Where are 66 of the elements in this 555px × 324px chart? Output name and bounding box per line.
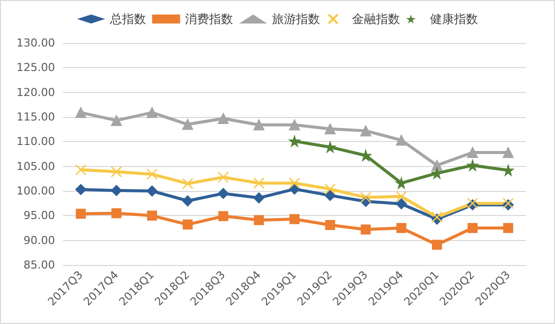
point (182, 118, 194, 130)
point (182, 178, 194, 190)
point (502, 164, 514, 176)
y-tick-label: 105.00 (16, 160, 55, 173)
point (360, 192, 372, 204)
point (182, 195, 194, 206)
point (467, 160, 478, 171)
y-tick-label: 100.00 (16, 184, 55, 198)
point (431, 168, 442, 179)
point (110, 114, 122, 126)
point (503, 223, 514, 233)
point (431, 160, 442, 171)
point (288, 177, 300, 189)
legend-label: 总指数 (109, 12, 146, 26)
y-tick-label: 95.00 (24, 209, 55, 222)
y-tick-label: 125.00 (16, 61, 55, 74)
y-tick-label: 130.00 (16, 36, 55, 50)
point (502, 147, 514, 158)
legend-label: 消费指数 (185, 12, 234, 26)
point (253, 192, 264, 204)
point (289, 119, 300, 130)
point (218, 172, 229, 183)
point (432, 240, 442, 250)
point (75, 107, 86, 118)
point (146, 107, 158, 118)
y-tick-label: 115.00 (16, 110, 55, 124)
point (76, 208, 86, 219)
point (289, 136, 300, 147)
point (111, 208, 122, 218)
point (146, 168, 158, 180)
legend-label: 健康指数 (430, 12, 478, 26)
point (467, 147, 478, 158)
point (396, 178, 407, 189)
point (146, 186, 158, 196)
legend-label: 金融指数 (352, 12, 400, 26)
point (218, 211, 228, 222)
point (182, 220, 193, 230)
point (324, 190, 336, 201)
y-tick-label: 85.00 (24, 258, 55, 272)
point (468, 223, 478, 233)
point (360, 150, 372, 161)
point (254, 215, 264, 226)
point (147, 210, 158, 221)
point (360, 125, 372, 136)
point (75, 164, 86, 176)
point (75, 184, 86, 196)
point (360, 224, 371, 234)
point (290, 214, 300, 224)
point (396, 198, 407, 210)
y-tick-label: 110.00 (16, 135, 55, 148)
point (325, 220, 336, 230)
point (396, 223, 406, 233)
point (110, 166, 122, 178)
point (218, 188, 229, 199)
point (253, 119, 264, 130)
point (324, 123, 336, 134)
point (396, 190, 407, 202)
y-tick-label: 90.00 (24, 234, 55, 247)
point (218, 112, 229, 124)
point (324, 183, 336, 195)
point (396, 134, 407, 146)
point (110, 185, 122, 196)
point (253, 177, 265, 189)
point (324, 142, 336, 153)
y-tick-label: 120.00 (16, 86, 55, 99)
legend-label: 旅游指数 (272, 12, 320, 26)
